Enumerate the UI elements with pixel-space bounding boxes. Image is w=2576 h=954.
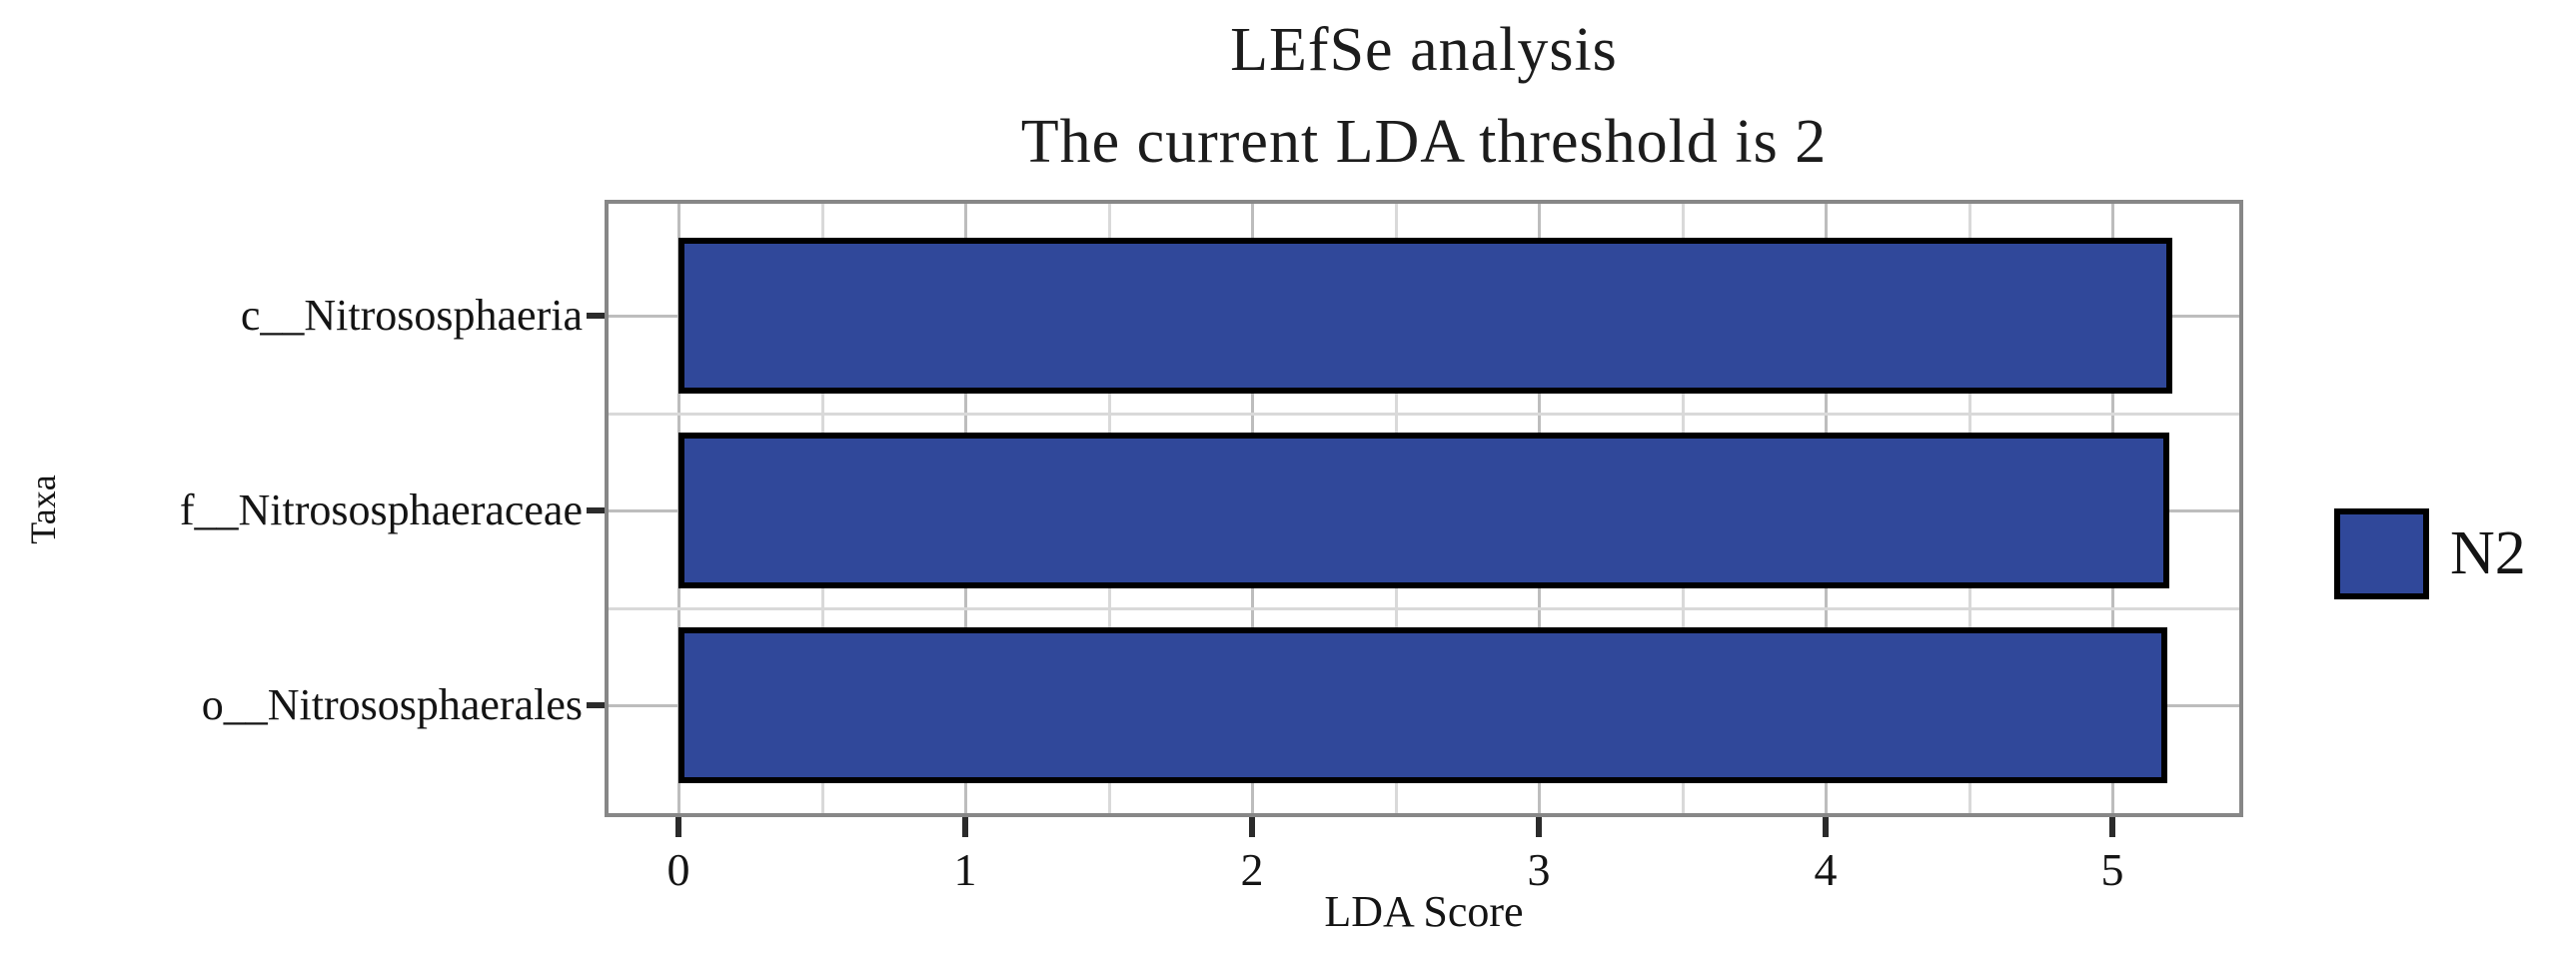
y-tick-mark xyxy=(587,507,605,513)
x-tick-mark xyxy=(962,817,968,837)
chart-title: LEfSe analysis xyxy=(1230,16,1618,84)
x-tick-label-2: 2 xyxy=(1240,844,1264,895)
plot-frame xyxy=(605,200,2243,817)
y-tick-label-class: c__Nitrososphaeria xyxy=(240,291,583,340)
x-axis-label: LDA Score xyxy=(1324,887,1524,936)
x-tick-mark xyxy=(1536,817,1542,837)
x-tick-mark xyxy=(1249,817,1255,837)
legend-label: N2 xyxy=(2450,519,2526,587)
x-tick-label-3: 3 xyxy=(1527,844,1551,895)
y-gridline-minor xyxy=(605,607,2243,610)
y-gridline-minor xyxy=(605,413,2243,416)
chart-title-block: LEfSe analysis The current LDA threshold… xyxy=(605,4,2243,188)
x-tick-label-4: 4 xyxy=(1814,844,1838,895)
bar-c__Nitrososphaeria xyxy=(678,238,2172,394)
y-tick-label-family: f__Nitrososphaeraceae xyxy=(179,485,583,534)
x-tick-label-0: 0 xyxy=(666,844,690,895)
y-axis-label: Taxa xyxy=(23,475,63,544)
plot-area xyxy=(587,200,2243,837)
x-tick-label-5: 5 xyxy=(2100,844,2124,895)
bar-o__Nitrososphaerales xyxy=(678,627,2167,783)
bar-f__Nitrososphaeraceae xyxy=(678,433,2169,588)
chart-subtitle: The current LDA threshold is 2 xyxy=(1020,108,1828,176)
y-tick-mark xyxy=(587,702,605,708)
x-tick-label-1: 1 xyxy=(953,844,977,895)
legend-swatch xyxy=(2334,508,2429,599)
y-tick-label-order: o__Nitrososphaerales xyxy=(201,680,583,729)
y-tick-mark xyxy=(587,313,605,319)
x-tick-mark xyxy=(2109,817,2115,837)
x-tick-mark xyxy=(1823,817,1829,837)
x-tick-mark xyxy=(675,817,681,837)
